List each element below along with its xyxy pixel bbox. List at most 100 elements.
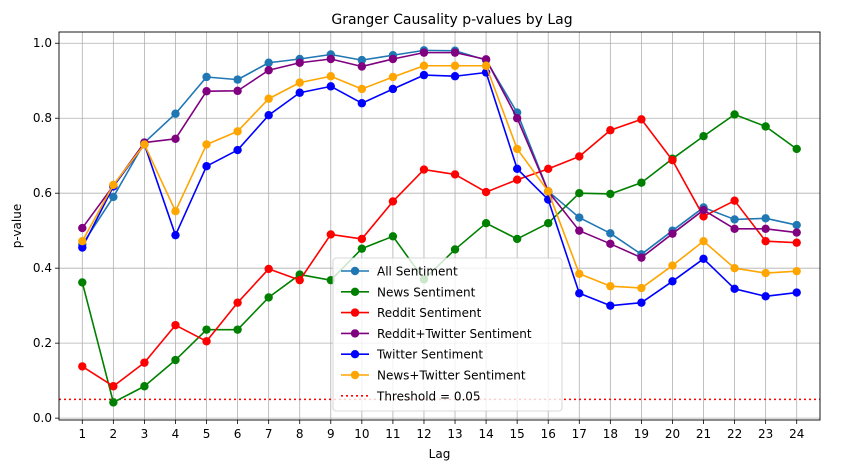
data-point <box>388 232 398 241</box>
legend-label: Threshold = 0.05 <box>376 389 481 403</box>
data-point <box>792 144 801 154</box>
data-point <box>450 245 460 254</box>
data-point <box>761 268 770 278</box>
data-point <box>792 288 801 297</box>
data-point <box>388 84 398 94</box>
data-point <box>637 283 646 293</box>
data-point <box>388 72 398 82</box>
data-point <box>202 87 211 96</box>
data-point <box>264 111 273 120</box>
legend-swatch-marker <box>350 329 360 338</box>
data-point <box>357 234 367 244</box>
data-point <box>326 72 335 81</box>
legend-entry: Reddit+Twitter Sentiment <box>341 327 532 341</box>
series-layer <box>78 46 801 407</box>
data-point <box>761 214 770 223</box>
data-point <box>357 244 367 253</box>
data-point <box>357 84 367 94</box>
data-point <box>78 223 87 233</box>
legend-label: All Sentiment <box>377 265 458 279</box>
data-point <box>295 88 304 97</box>
x-axis-label: Lag <box>429 447 451 461</box>
data-point <box>140 140 149 149</box>
data-point <box>202 72 211 82</box>
x-tick-label: 16 <box>541 427 556 441</box>
data-point <box>419 70 429 80</box>
data-point <box>699 212 708 221</box>
legend-label: News Sentiment <box>377 285 476 299</box>
data-point <box>792 238 801 247</box>
data-point <box>171 134 180 144</box>
data-point <box>606 229 615 238</box>
data-point <box>481 218 491 228</box>
x-tick-label: 7 <box>265 427 273 441</box>
y-tick-label: 1.0 <box>33 36 52 50</box>
data-point <box>109 382 118 391</box>
data-point <box>512 114 522 123</box>
data-point <box>668 229 677 238</box>
chart-title: Granger Causality p-values by Lag <box>331 12 572 28</box>
data-point <box>419 61 429 70</box>
data-point <box>233 325 242 334</box>
data-point <box>233 75 242 84</box>
data-point <box>575 226 584 235</box>
x-tick-label: 10 <box>354 427 369 441</box>
data-point <box>450 72 460 81</box>
legend-label: News+Twitter Sentiment <box>377 369 526 383</box>
data-point <box>78 243 87 252</box>
data-point <box>668 277 677 286</box>
data-point <box>730 284 739 293</box>
y-tick-label: 0.2 <box>33 336 52 350</box>
data-point <box>606 301 615 310</box>
data-point <box>699 254 708 264</box>
data-point <box>202 337 211 346</box>
legend-entry: News Sentiment <box>341 285 476 299</box>
data-point <box>264 58 273 67</box>
data-point <box>109 398 118 407</box>
data-point <box>575 289 584 298</box>
data-point <box>357 62 367 71</box>
data-point <box>171 230 180 240</box>
series-line <box>81 118 797 388</box>
data-point <box>419 165 429 174</box>
data-point <box>761 122 770 131</box>
data-point <box>512 164 522 174</box>
data-point <box>544 218 553 228</box>
data-point <box>637 115 646 124</box>
data-point <box>295 78 304 87</box>
legend-swatch-marker <box>350 287 360 296</box>
data-point <box>792 220 801 230</box>
series-line <box>81 64 797 289</box>
legend: All Sentiment News Sentiment Reddit Sentim… <box>332 257 563 412</box>
data-point <box>109 192 118 202</box>
data-point <box>575 213 584 222</box>
data-point <box>512 144 522 154</box>
data-point <box>606 189 615 199</box>
data-point <box>606 281 615 291</box>
legend-entry: All Sentiment <box>341 265 458 279</box>
data-point <box>481 61 491 70</box>
y-tick-label: 0.4 <box>33 261 52 275</box>
data-point <box>202 325 211 334</box>
data-point <box>419 48 429 57</box>
legend-swatch-marker <box>350 308 360 317</box>
data-point <box>357 99 367 108</box>
data-point <box>450 48 460 57</box>
legend-swatch-marker <box>350 370 360 380</box>
x-tick-label: 2 <box>110 427 118 441</box>
data-point <box>512 175 522 184</box>
x-tick-label: 5 <box>203 427 211 441</box>
data-point <box>792 266 801 276</box>
data-point <box>637 253 646 262</box>
legend-label: Reddit+Twitter Sentiment <box>377 327 532 341</box>
series-line <box>81 71 797 307</box>
series-reddit-twitter-sentiment <box>78 48 801 262</box>
data-point <box>171 355 180 365</box>
x-tick-label: 3 <box>141 427 149 441</box>
data-point <box>730 110 739 119</box>
x-tick-label: 18 <box>603 427 618 441</box>
x-tick-label: 11 <box>385 427 400 441</box>
data-point <box>109 180 118 190</box>
legend-entry: News+Twitter Sentiment <box>341 369 526 383</box>
